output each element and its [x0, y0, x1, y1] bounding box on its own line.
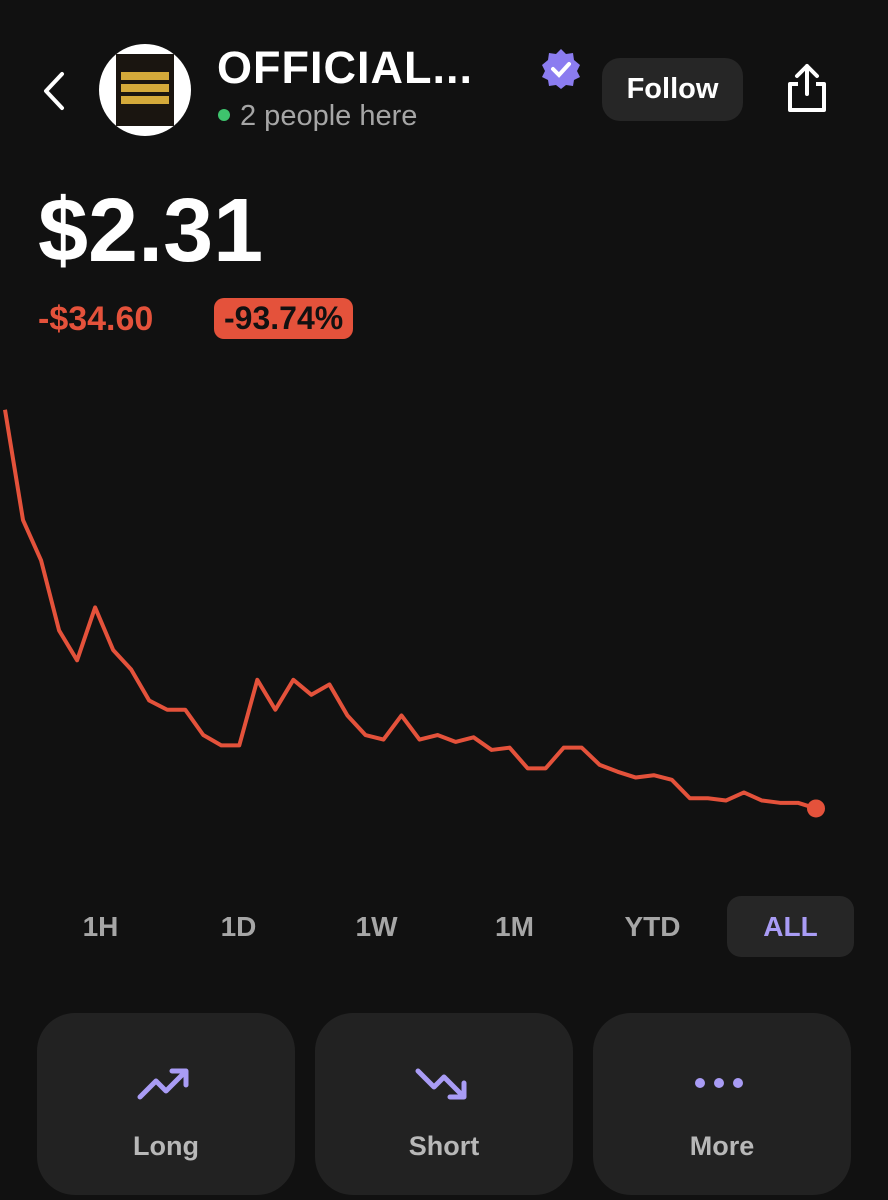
- action-icon: [695, 1078, 743, 1088]
- range-option[interactable]: 1H: [82, 911, 119, 942]
- percent-change: -93.74%: [214, 298, 354, 339]
- action-label: Long: [133, 1131, 199, 1161]
- action-label: Short: [408, 1131, 480, 1161]
- current-point: [807, 799, 825, 818]
- action-button[interactable]: Short: [315, 1013, 573, 1195]
- action-button[interactable]: More: [593, 1013, 851, 1195]
- token-name: OFFICIAL...: [217, 42, 473, 93]
- range-option[interactable]: 1M: [495, 911, 534, 942]
- range-option[interactable]: 1W: [355, 911, 398, 942]
- range-option[interactable]: ALL: [727, 896, 854, 957]
- back-button[interactable]: [38, 70, 68, 112]
- verified-badge: [542, 49, 580, 89]
- action-icon: [415, 1068, 467, 1100]
- action-label: More: [689, 1131, 755, 1161]
- price-line: [3, 409, 817, 811]
- range-option[interactable]: YTD: [624, 911, 681, 942]
- share-button[interactable]: [784, 62, 830, 114]
- action-button[interactable]: Long: [37, 1013, 295, 1195]
- avatar[interactable]: [99, 44, 191, 136]
- price-chart: [3, 409, 825, 818]
- range-option[interactable]: 1D: [220, 911, 257, 942]
- presence: 2 people here: [240, 100, 418, 132]
- online-dot: [218, 109, 230, 121]
- price: $2.31: [38, 181, 264, 281]
- follow-button[interactable]: Follow: [602, 58, 743, 121]
- price-change: -$34.60: [38, 300, 154, 338]
- action-icon: [137, 1068, 189, 1100]
